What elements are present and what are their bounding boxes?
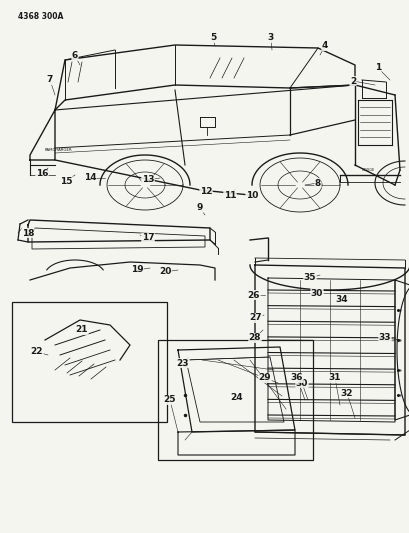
- Text: 1: 1: [374, 63, 380, 72]
- Text: 12: 12: [199, 188, 212, 197]
- Text: DODGE: DODGE: [360, 168, 374, 172]
- Bar: [12, 302, 166, 422]
- Text: 13: 13: [142, 175, 154, 184]
- Text: 16: 16: [36, 169, 48, 179]
- Text: 5: 5: [209, 34, 216, 43]
- Text: 33: 33: [378, 334, 390, 343]
- Text: RAMCHARGER: RAMCHARGER: [45, 148, 72, 152]
- Text: 4368 300A: 4368 300A: [18, 12, 63, 21]
- Text: 26: 26: [247, 290, 260, 300]
- Text: 34: 34: [335, 295, 348, 304]
- Text: 28: 28: [248, 334, 261, 343]
- Text: 27: 27: [249, 313, 262, 322]
- Text: 11: 11: [223, 190, 236, 199]
- Text: 17: 17: [142, 233, 154, 243]
- Text: 30: 30: [310, 288, 322, 297]
- Text: 25: 25: [163, 395, 176, 405]
- Text: 32: 32: [340, 389, 353, 398]
- Text: 6: 6: [72, 52, 78, 61]
- Text: 23: 23: [176, 359, 189, 367]
- Text: 30: 30: [295, 378, 308, 387]
- Text: 21: 21: [76, 326, 88, 335]
- Text: 10: 10: [245, 190, 258, 199]
- Text: 19: 19: [130, 265, 143, 274]
- Text: 24: 24: [230, 393, 243, 402]
- Text: 22: 22: [31, 348, 43, 357]
- Text: 14: 14: [83, 174, 96, 182]
- Text: 7: 7: [47, 76, 53, 85]
- Text: 9: 9: [196, 204, 203, 213]
- Text: 3: 3: [267, 34, 274, 43]
- Text: 31: 31: [328, 374, 340, 383]
- Text: 35: 35: [303, 273, 315, 282]
- Text: 36: 36: [290, 374, 303, 383]
- Text: 20: 20: [158, 268, 171, 277]
- Text: 4: 4: [321, 42, 327, 51]
- Text: 2: 2: [349, 77, 355, 85]
- Bar: [157, 340, 312, 460]
- Text: 18: 18: [22, 229, 34, 238]
- Text: 8: 8: [314, 179, 320, 188]
- Text: 15: 15: [60, 176, 72, 185]
- Text: 29: 29: [258, 374, 271, 383]
